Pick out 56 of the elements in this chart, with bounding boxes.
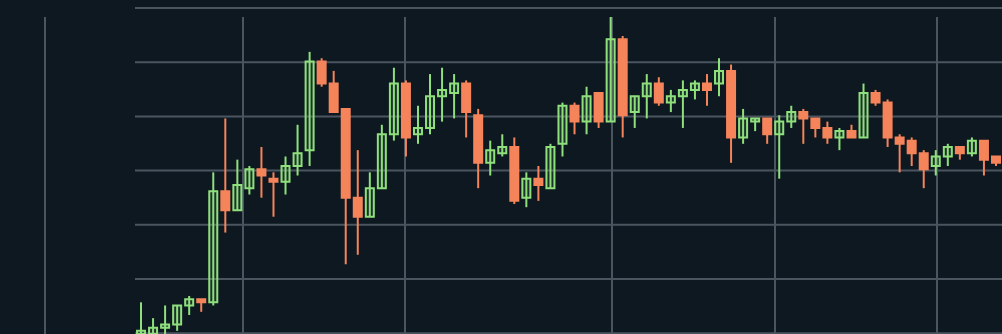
candlestick [762, 117, 773, 145]
candlestick [545, 142, 556, 190]
candlestick [172, 304, 183, 332]
candlestick [220, 117, 231, 234]
candlestick [352, 149, 363, 256]
candlestick [581, 85, 592, 136]
candlestick [244, 164, 255, 196]
candlestick [714, 57, 725, 98]
candlestick [689, 79, 700, 101]
candlestick [256, 145, 267, 199]
candlestick [798, 107, 809, 145]
candlestick [701, 73, 712, 107]
candlestick [858, 82, 869, 139]
candlestick [376, 123, 387, 190]
candlestick [449, 73, 460, 120]
candlestick [292, 123, 303, 177]
candlestick [822, 120, 833, 145]
candlestick [208, 171, 219, 307]
candlestick [665, 88, 676, 114]
candlestick [497, 133, 508, 158]
candlestick [425, 73, 436, 136]
candlestick [894, 133, 905, 174]
candlestick [268, 171, 279, 218]
candlestick [412, 104, 423, 145]
candlestick [304, 50, 315, 167]
candlestick [834, 126, 845, 152]
candlestick [316, 57, 327, 88]
candlestick [557, 101, 568, 158]
candlestick [364, 171, 375, 218]
candlestick [677, 79, 688, 129]
candlestick [810, 117, 821, 139]
candlestick [906, 136, 917, 167]
candlestick [918, 149, 929, 190]
candlestick [641, 73, 652, 120]
candlestick [148, 317, 159, 334]
candlestick [774, 114, 785, 180]
candlestick [738, 107, 749, 145]
candlestick [569, 101, 580, 136]
candlestick [653, 76, 664, 107]
candlestick [750, 117, 761, 133]
candlestick [485, 139, 496, 177]
candlestick [232, 158, 243, 212]
candlestick [437, 66, 448, 123]
candlestick [521, 171, 532, 209]
candlestick [629, 95, 640, 129]
candlestick [966, 136, 977, 158]
candlestick [942, 142, 953, 167]
candlestick [388, 66, 399, 142]
candlestick [533, 164, 544, 202]
candlestick [930, 149, 941, 177]
candlestick [786, 104, 797, 129]
candlestick [160, 304, 171, 334]
candlestick [978, 139, 989, 177]
candlestick [184, 294, 195, 316]
candlestick [136, 301, 147, 334]
candlestick [280, 155, 291, 196]
